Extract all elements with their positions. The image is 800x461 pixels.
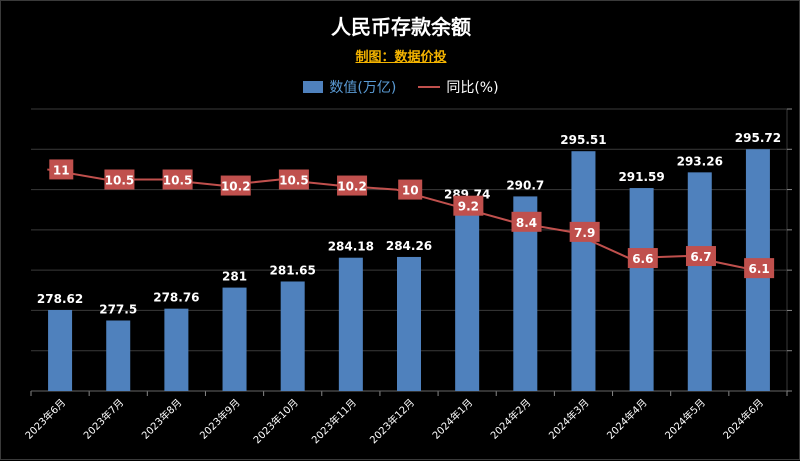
bar (629, 188, 654, 391)
bar (222, 287, 247, 391)
legend-line-swatch (418, 86, 441, 88)
line-point-box (278, 169, 309, 190)
line-point-box (453, 195, 484, 216)
bar (48, 309, 73, 391)
bar-value-label: 295.72 (735, 131, 781, 145)
x-tick-label: 2024年6月 (720, 396, 766, 442)
line-point-box (511, 211, 542, 232)
x-tick-label: 2024年5月 (662, 396, 708, 442)
chart-legend: 数值(万亿) 同比(%) (1, 77, 800, 97)
line-value-label: 6.6 (632, 252, 653, 266)
x-tick-label: 2024年2月 (488, 396, 534, 442)
x-tick-label: 2023年10月 (250, 396, 300, 446)
line-point-box (220, 175, 251, 196)
bar-value-label: 277.5 (99, 303, 137, 317)
bar-value-label: 284.26 (386, 239, 432, 253)
legend-item-bars: 数值(万亿) (303, 77, 396, 97)
line-point-box (104, 169, 135, 190)
x-tick-label: 2024年1月 (429, 396, 475, 442)
line-value-label: 10.2 (337, 180, 367, 194)
bar-value-label: 284.18 (328, 240, 374, 254)
line-point-box (627, 248, 658, 269)
x-tick-label: 2023年11月 (309, 396, 359, 446)
line-value-label: 6.1 (748, 262, 769, 276)
bar (455, 205, 480, 391)
x-tick-label: 2024年4月 (604, 396, 650, 442)
x-tick-label: 2023年7月 (81, 396, 127, 442)
x-tick-label: 2023年9月 (197, 396, 243, 442)
bar-value-label: 290.7 (506, 178, 544, 192)
line-value-label: 11 (53, 163, 70, 177)
bar (338, 257, 363, 391)
bar-value-label: 278.76 (153, 291, 199, 305)
bar-value-label: 293.26 (677, 154, 723, 168)
bar-value-label: 278.62 (37, 292, 83, 306)
chart-title: 人民币存款余额 (331, 15, 471, 39)
bar-value-label: 295.51 (560, 133, 606, 147)
line-point-box (337, 175, 368, 196)
line-value-label: 6.7 (690, 250, 711, 264)
legend-bar-swatch (303, 81, 324, 93)
bar (687, 172, 712, 391)
line-value-label: 10.5 (163, 174, 193, 188)
bar-value-label: 281 (222, 270, 247, 284)
line-point-box (685, 246, 716, 267)
line-point-box (398, 179, 423, 200)
line-value-label: 7.9 (574, 226, 595, 240)
line-value-label: 8.4 (516, 216, 537, 230)
bar (571, 151, 596, 391)
legend-line-label: 同比(%) (446, 80, 499, 96)
line-value-label: 10.5 (105, 174, 135, 188)
line-value-label: 10.5 (279, 174, 309, 188)
bar-value-label: 291.59 (618, 170, 664, 184)
x-tick-label: 2023年6月 (22, 396, 68, 442)
line-value-label: 10.2 (221, 180, 251, 194)
bar-value-label: 281.65 (270, 263, 316, 277)
line-value-label: 10 (402, 184, 419, 198)
line-point-box (49, 159, 74, 180)
bar (397, 256, 421, 391)
legend-bar-label: 数值(万亿) (329, 80, 397, 96)
line-value-label: 9.2 (458, 200, 479, 214)
line-point-box (569, 221, 600, 242)
x-tick-label: 2024年3月 (546, 396, 592, 442)
line-point-box (744, 258, 775, 279)
chart-subtitle: 制图：数据价投 (355, 50, 447, 65)
bar (280, 281, 305, 391)
bar (164, 308, 189, 391)
bar (106, 320, 131, 391)
x-tick-label: 2023年12月 (367, 396, 417, 446)
x-tick-label: 2023年8月 (139, 396, 185, 442)
legend-item-line: 同比(%) (418, 77, 499, 97)
line-point-box (162, 169, 193, 190)
